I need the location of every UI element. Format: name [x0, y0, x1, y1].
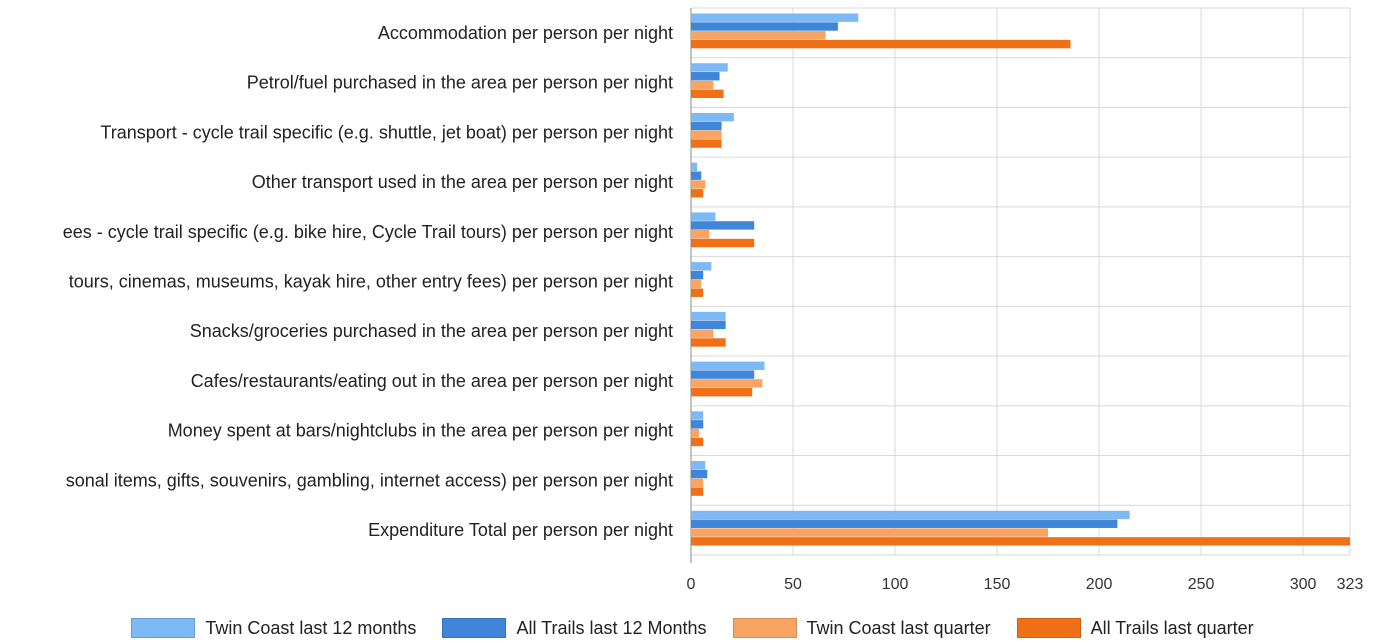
- category-label: tours, cinemas, museums, kayak hire, oth…: [69, 272, 673, 292]
- grid-lines: [690, 7, 1351, 563]
- bar: [691, 437, 704, 447]
- legend-label: Twin Coast last quarter: [806, 617, 991, 638]
- category-labels: Accommodation per person per night Petrol…: [63, 23, 673, 540]
- bar: [691, 361, 765, 370]
- bar: [691, 411, 704, 420]
- bar: [691, 537, 1350, 546]
- bar: [691, 370, 755, 379]
- bar: [691, 189, 704, 198]
- bar: [691, 180, 706, 189]
- category-label: sonal items, gifts, souvenirs, gambling,…: [66, 470, 673, 490]
- bar: [691, 13, 859, 22]
- bar: [691, 230, 710, 239]
- bar: [691, 72, 720, 81]
- x-tick-label: 150: [984, 576, 1011, 593]
- legend-swatch: [442, 618, 507, 638]
- bar: [691, 461, 706, 470]
- bar: [691, 379, 763, 388]
- category-label: Accommodation per person per night: [378, 23, 673, 43]
- category-label: Petrol/fuel purchased in the area per pe…: [247, 73, 673, 93]
- bar: [691, 270, 704, 280]
- legend-item: All Trails last quarter: [1016, 617, 1254, 639]
- category-label: ees - cycle trail specific (e.g. bike hi…: [63, 222, 673, 242]
- bar: [691, 221, 755, 230]
- bar: [691, 428, 700, 438]
- bar: [691, 478, 704, 488]
- category-label: Transport - cycle trail specific (e.g. s…: [100, 122, 673, 142]
- bar: [691, 288, 704, 297]
- bar: [691, 22, 838, 31]
- x-tick-label: 323: [1337, 576, 1364, 593]
- bar: [691, 487, 704, 496]
- bar: [691, 39, 1071, 49]
- bar-chart: Accommodation per person per night Petrol…: [63, 7, 1364, 593]
- x-tick-label: 200: [1086, 576, 1113, 593]
- category-label: Money spent at bars/nightclubs in the ar…: [168, 421, 673, 441]
- bar: [691, 121, 722, 131]
- bar: [691, 262, 712, 271]
- category-label: Expenditure Total per person per night: [368, 520, 673, 540]
- x-tick-label: 50: [784, 576, 802, 593]
- bar: [691, 139, 722, 148]
- bar: [691, 238, 755, 248]
- x-tick-label: 100: [882, 576, 909, 593]
- bar: [691, 80, 714, 90]
- x-tick-label: 250: [1188, 576, 1215, 593]
- legend-swatch: [131, 618, 196, 638]
- bar: [691, 130, 722, 139]
- bar: [691, 63, 728, 72]
- bar: [691, 338, 726, 347]
- bar: [691, 112, 734, 122]
- x-tick-label: 300: [1290, 576, 1317, 593]
- legend-label: All Trails last quarter: [1090, 617, 1254, 638]
- bar: [691, 528, 1049, 537]
- category-label: Other transport used in the area per per…: [252, 172, 673, 192]
- bar: [691, 420, 704, 429]
- bar: [691, 31, 826, 40]
- category-label: Cafes/restaurants/eating out in the area…: [191, 371, 673, 391]
- bar: [691, 510, 1130, 520]
- legend-item: Twin Coast last quarter: [732, 617, 991, 639]
- bar: [691, 469, 708, 479]
- bar: [691, 519, 1118, 528]
- legend: Twin Coast last 12 months All Trails last…: [0, 612, 1385, 644]
- legend-swatch: [732, 618, 797, 638]
- bar: [691, 279, 702, 289]
- x-tick-label: 0: [687, 576, 696, 593]
- legend-item: All Trails last 12 Months: [442, 617, 707, 639]
- legend-swatch: [1016, 618, 1081, 638]
- bar: [691, 89, 724, 99]
- legend-label: All Trails last 12 Months: [516, 617, 707, 638]
- bar: [691, 387, 753, 397]
- x-axis-ticks: 0 50 100 150 200 250 300 323: [687, 576, 1364, 593]
- bars: [691, 13, 1350, 546]
- legend-label: Twin Coast last 12 months: [205, 617, 417, 638]
- bar: [691, 171, 702, 180]
- bar: [691, 311, 726, 321]
- bar: [691, 320, 726, 330]
- bar: [691, 329, 714, 338]
- category-label: Snacks/groceries purchased in the area p…: [190, 321, 673, 341]
- bar: [691, 162, 698, 172]
- legend-item: Twin Coast last 12 months: [131, 618, 416, 639]
- bar: [691, 212, 716, 221]
